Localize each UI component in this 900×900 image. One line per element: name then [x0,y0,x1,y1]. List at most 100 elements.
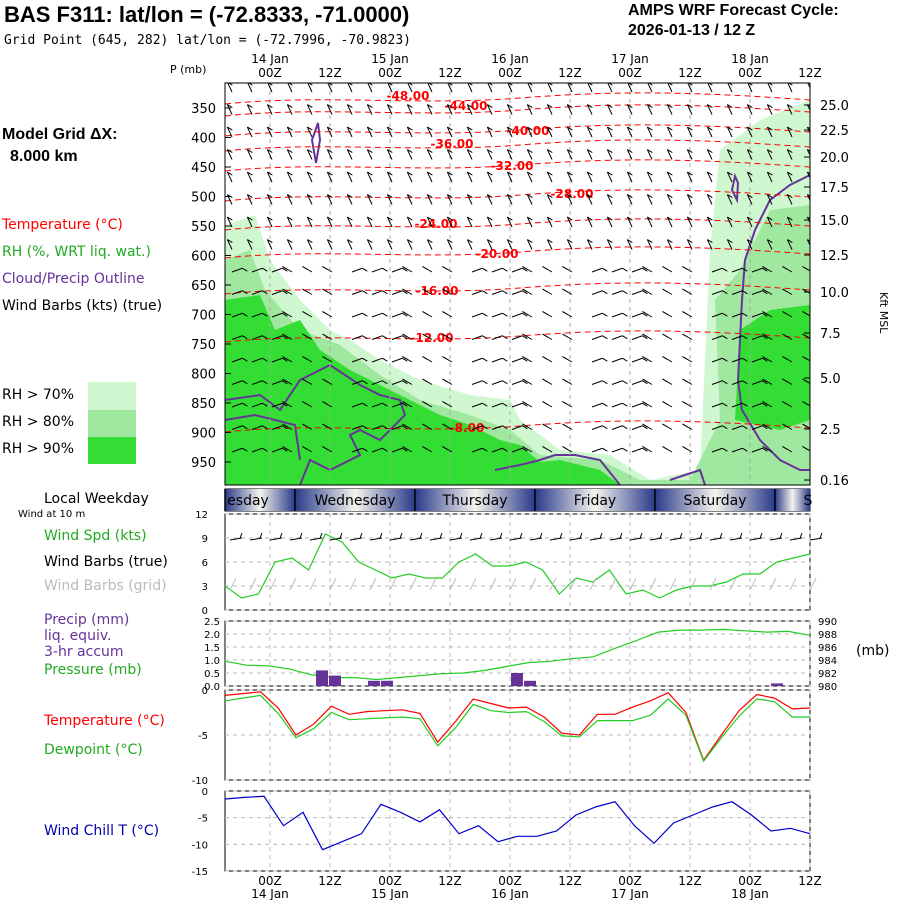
forecast-cycle-label: AMPS WRF Forecast Cycle: [628,2,839,19]
wind-barb-true [569,537,583,541]
rh70-area [225,100,810,485]
wind-barb [422,288,433,295]
cloud-outline-top2 [730,172,740,204]
wind-barb [251,357,263,363]
wind-barb-flag [402,425,408,430]
wind-barb-flag [627,194,633,198]
wind-barb [511,335,523,340]
wind-barb [307,83,313,93]
wind-barb-flag [642,401,648,405]
wind-barb-flag [267,149,273,153]
wind-barb-true-flag [239,532,243,539]
wind-barb [766,149,773,160]
wind-barb-flag [762,357,768,362]
cloud-outline-right [736,174,810,471]
wind-barb [806,194,810,202]
wind-barb-flag [442,288,448,293]
wind-barb-true-flag [359,532,363,539]
wind-barb-flag [687,149,693,153]
bottom-time-tick: 12Z [678,874,702,888]
wind-barb-flag [227,126,233,131]
wind-barb [231,447,243,453]
wind-barb-flag [502,335,508,340]
wind-barb [762,401,773,408]
wind-barb-flag [487,239,493,243]
wind-barb-grid [329,577,337,591]
wind-barb [282,266,293,273]
wind-barb-flag [322,356,328,360]
wind-y-tick: 12 [195,510,208,521]
wind-barb-flag [642,447,648,452]
wind-barb-flag [302,288,308,293]
wind-barb-flag [607,194,613,198]
wind-barb-flag [502,290,508,295]
wind-barb [526,104,533,115]
wind-barb-flag [442,356,448,360]
wind-barb-flag [742,402,748,407]
wind-barb [682,266,693,273]
wind-barb-grid [809,577,817,591]
wind-barb [302,311,313,318]
wind-barb-flag [742,425,748,430]
wind-barb-flag [242,267,248,272]
wind-barb-flag [542,423,548,428]
wind-barb [766,126,773,138]
wind-barb [371,335,383,340]
wind-barb [562,356,573,363]
wind-barb [442,378,453,385]
wind-barb [626,194,633,205]
p-tick-label: 750 [191,338,216,353]
temp-panel [224,689,811,781]
wind-barb [802,288,810,294]
wind-barb-flag [602,312,608,317]
wind-barb [547,83,553,93]
wind-barb [366,171,373,183]
wind-barb-flag [287,194,293,198]
wind-barb-flag [542,356,548,360]
wind-barb [522,333,533,340]
wind-barb-grid [729,577,737,591]
wind-barb-flag [547,126,553,131]
wind-barb-flag [787,104,793,108]
wind-barb-flag [762,333,768,338]
wind-barb [522,423,533,430]
wind-barb-flag [322,446,328,450]
wind-barb [787,83,793,93]
wind-barb [522,401,533,408]
wind-barb [402,266,413,273]
wind-barb-flag [482,290,488,295]
wind-barb-flag [242,447,248,452]
wind-barb-flag [647,171,653,176]
wind-barb-flag [367,126,373,131]
wind-barb-flag [522,312,528,317]
wind-barb-true [389,537,403,541]
wind-barb-flag [587,104,593,108]
wind-barb-flag [507,194,513,198]
rh90-swatch [88,437,136,464]
wind-barb [751,267,763,273]
wind-barb-flag [282,290,288,295]
wind-barb [726,216,733,228]
wind-barb-flag [427,239,433,243]
wind-barb-flag [762,380,768,385]
wind-barb [402,311,413,318]
wind-barb [406,104,413,115]
pressure-y-tick: 982 [818,669,837,680]
wind-barb [542,378,553,385]
temperature-contour-label: -20.00 [476,247,519,261]
wind-barb-true-flag [319,532,323,539]
wind-barb-flag [267,171,273,176]
wind-barb [422,356,433,363]
wind-barb-flag [802,356,808,360]
wind-barb [442,446,453,453]
wind-barb-flag [647,83,653,86]
wind-barb-true-flag [559,532,563,539]
legend-rh80: RH > 80% [2,414,75,430]
wind-barb [806,126,810,134]
wind-barb-true-flag [779,532,783,539]
wind-barb-flag [647,149,653,153]
wind-y-tick: 9 [202,534,208,545]
wind-barb-flag [687,83,693,86]
wind-barb [591,312,603,318]
wind-barb [506,171,513,183]
